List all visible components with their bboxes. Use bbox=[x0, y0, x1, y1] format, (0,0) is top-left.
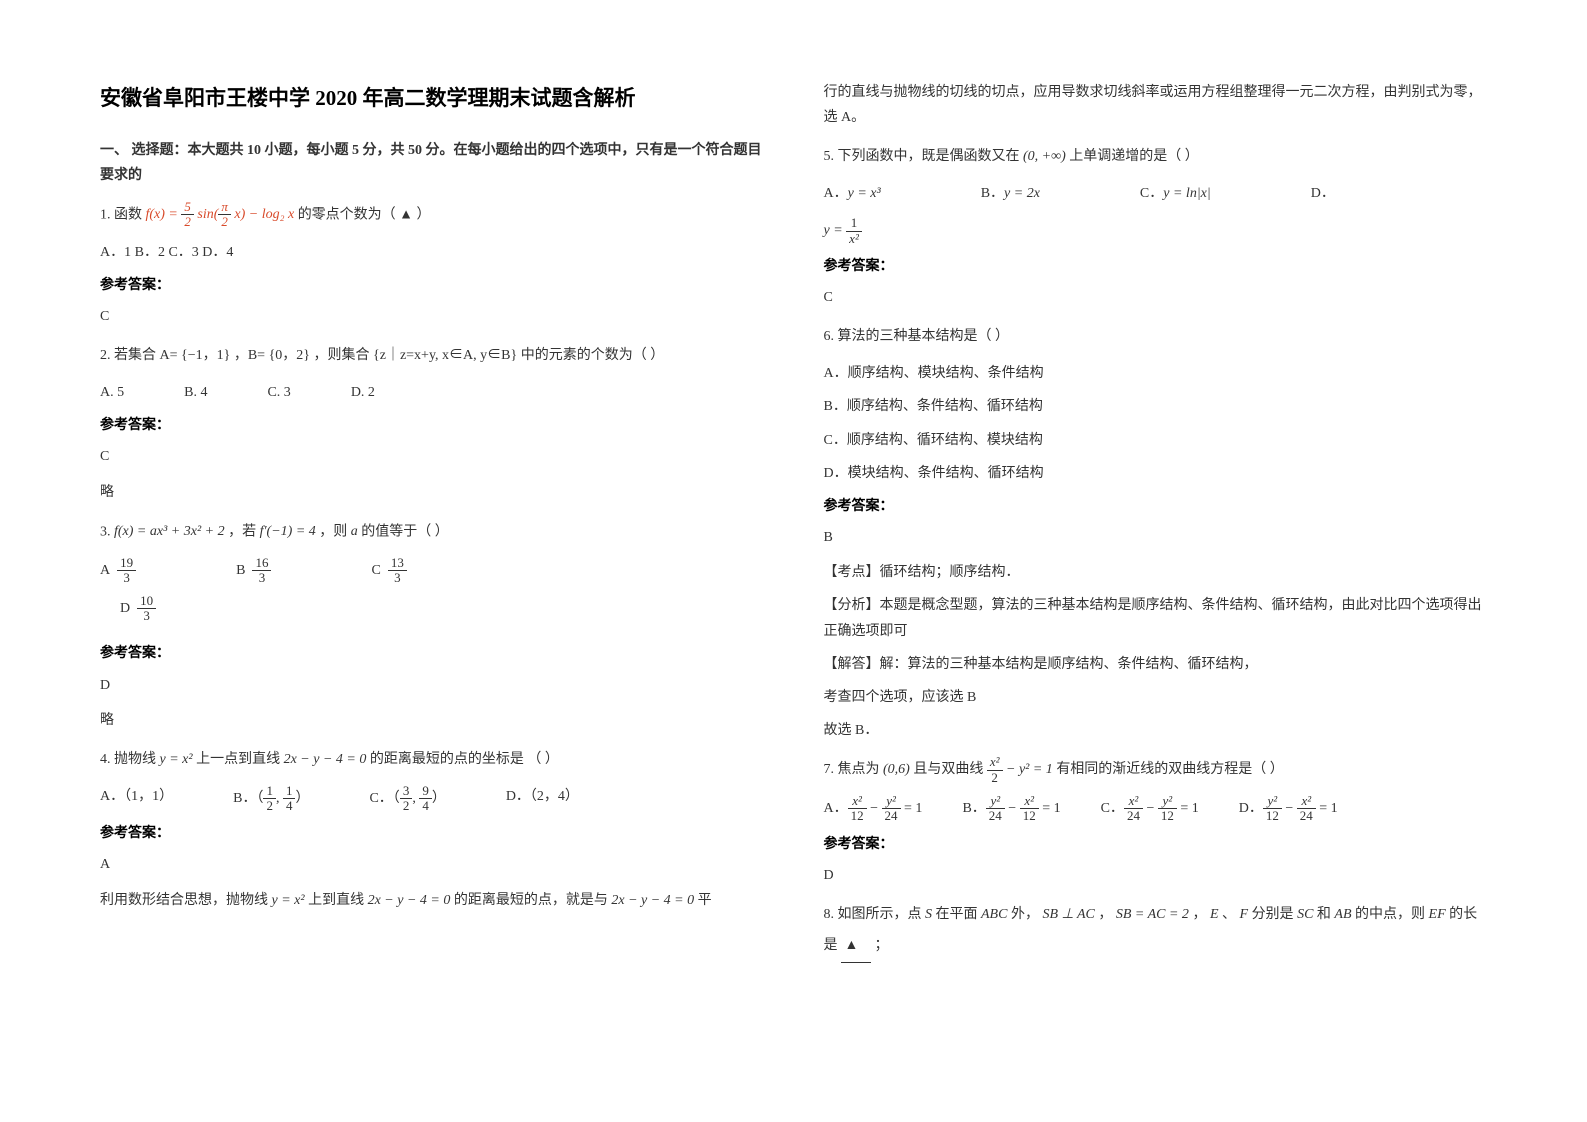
page-title: 安徽省阜阳市王楼中学 2020 年高二数学理期末试题含解析 bbox=[100, 80, 764, 118]
q3-mid2: ，则 bbox=[319, 524, 347, 539]
q2-opt-c: C. 3 bbox=[267, 380, 290, 405]
q7-opt-a: A．x²12 − y²24 = 1 bbox=[824, 794, 923, 824]
q1-suffix: 的零点个数为（ ▲ ） bbox=[298, 208, 431, 223]
q2-options: A. 5 B. 4 C. 3 D. 2 bbox=[100, 380, 764, 405]
a6-exp3: 【解答】解：算法的三种基本结构是顺序结构、条件结构、循环结构， bbox=[824, 652, 1488, 677]
answer-3b: 略 bbox=[100, 708, 764, 733]
q1-options: A．1 B．2 C．3 D．4 bbox=[100, 240, 764, 265]
q4-opt-c: C．（32, 94） bbox=[369, 784, 445, 814]
q6-opt-c: C．顺序结构、循环结构、模块结构 bbox=[824, 428, 1488, 453]
q7-opt-c: C．x²24 − y²12 = 1 bbox=[1101, 794, 1199, 824]
q3-prefix: 3. bbox=[100, 524, 114, 539]
q3-opt-d: D 103 bbox=[120, 601, 156, 616]
q2-opt-d: D. 2 bbox=[351, 380, 375, 405]
right-column: 行的直线与抛物线的切线的切点，应用导数求切线斜率或运用方程组整理得一元二次方程，… bbox=[824, 80, 1488, 971]
fill-blank: ▲ bbox=[841, 931, 871, 963]
q3-options-row1: A 193 B 163 C 133 bbox=[100, 556, 764, 586]
q4-suffix: 的距离最短的点的坐标是 （ ） bbox=[370, 752, 559, 767]
q3-f2: f′(−1) = 4 bbox=[260, 517, 316, 548]
col2-continuation: 行的直线与抛物线的切线的切点，应用导数求切线斜率或运用方程组整理得一元二次方程，… bbox=[824, 80, 1488, 130]
answer-label-2: 参考答案： bbox=[100, 413, 764, 438]
q1-prefix: 1. 函数 bbox=[100, 208, 142, 223]
section-header: 一、 选择题：本大题共 10 小题，每小题 5 分，共 50 分。在每小题给出的… bbox=[100, 138, 764, 188]
q4-opt-b: B．（12, 14） bbox=[233, 784, 309, 814]
question-1: 1. 函数 f(x) = 52 sin(π2 x) − log₂ x 的零点个数… bbox=[100, 200, 764, 231]
answer-label-4: 参考答案： bbox=[100, 821, 764, 846]
a6-exp1: 【考点】循环结构；顺序结构． bbox=[824, 560, 1488, 585]
q3-opt-b: B 163 bbox=[236, 556, 271, 586]
q2-opt-b: B. 4 bbox=[184, 380, 207, 405]
q5-opt-c: C．y = ln|x| bbox=[1140, 181, 1211, 206]
answer-1: C bbox=[100, 304, 764, 329]
answer-2b: 略 bbox=[100, 480, 764, 505]
answer-3: D bbox=[100, 673, 764, 698]
a6-exp4: 考查四个选项，应该选 B bbox=[824, 685, 1488, 710]
question-2: 2. 若集合 A= {−1，1} ，B= {0，2} ，则集合 {z｜z=x+y… bbox=[100, 341, 764, 372]
answer-label-3: 参考答案： bbox=[100, 641, 764, 666]
q7-opt-b: B．y²24 − x²12 = 1 bbox=[962, 794, 1060, 824]
answer-4: A bbox=[100, 852, 764, 877]
q6-opt-b: B．顺序结构、条件结构、循环结构 bbox=[824, 394, 1488, 419]
q4-f2: 2x − y − 4 = 0 bbox=[284, 752, 367, 767]
q3-opt-c: C 133 bbox=[371, 556, 406, 586]
q4-prefix: 4. 抛物线 bbox=[100, 752, 156, 767]
q4-opt-a: A．（1，1） bbox=[100, 784, 173, 814]
answer-4-explanation: 利用数形结合思想，抛物线 y = x² 上到直线 2x − y − 4 = 0 … bbox=[100, 888, 764, 913]
q7-opt-d: D．y²12 − x²24 = 1 bbox=[1239, 794, 1338, 824]
q3-mid: ，若 bbox=[228, 524, 256, 539]
question-8: 8. 如图所示，点 S 在平面 ABC 外， SB ⊥ AC ， SB = AC… bbox=[824, 900, 1488, 963]
left-column: 安徽省阜阳市王楼中学 2020 年高二数学理期末试题含解析 一、 选择题：本大题… bbox=[100, 80, 764, 971]
a6-exp2: 【分析】本题是概念型题，算法的三种基本结构是顺序结构、条件结构、循环结构，由此对… bbox=[824, 593, 1488, 643]
q6-opt-d: D．模块结构、条件结构、循环结构 bbox=[824, 461, 1488, 486]
q3-f1: f(x) = ax³ + 3x² + 2 bbox=[114, 517, 225, 548]
q7-options: A．x²12 − y²24 = 1 B．y²24 − x²12 = 1 C．x²… bbox=[824, 794, 1488, 824]
q1-formula: f(x) = 52 sin(π2 x) − log₂ x bbox=[146, 200, 295, 231]
q3-options-row2: D 103 bbox=[120, 594, 764, 624]
q4-opt-d: D．（2，4） bbox=[506, 784, 579, 814]
q2-opt-a: A. 5 bbox=[100, 380, 124, 405]
q5-opt-a: A．y = x³ bbox=[824, 181, 881, 206]
answer-label-7: 参考答案： bbox=[824, 832, 1488, 857]
q5-opt-b: B．y = 2x bbox=[981, 181, 1040, 206]
answer-7: D bbox=[824, 863, 1488, 888]
answer-label-1: 参考答案： bbox=[100, 273, 764, 298]
q4-options: A．（1，1） B．（12, 14） C．（32, 94） D．（2，4） bbox=[100, 784, 764, 814]
question-3: 3. f(x) = ax³ + 3x² + 2 ，若 f′(−1) = 4 ，则… bbox=[100, 517, 764, 548]
q5-options-row1: A．y = x³ B．y = 2x C．y = ln|x| D． bbox=[824, 181, 1488, 206]
question-6: 6. 算法的三种基本结构是（ ） bbox=[824, 322, 1488, 353]
q3-suffix: 的值等于（ ） bbox=[361, 524, 449, 539]
a6-exp5: 故选 B． bbox=[824, 718, 1488, 743]
question-5: 5. 下列函数中，既是偶函数又在 (0, +∞) 上单调递增的是（ ） bbox=[824, 142, 1488, 173]
q3-opt-a: A 193 bbox=[100, 556, 136, 586]
q3-v: a bbox=[351, 517, 358, 548]
q5-opt-d: y = 1x² bbox=[824, 216, 1488, 246]
question-7: 7. 焦点为 (0,6) 且与双曲线 x²2 − y² = 1 有相同的渐近线的… bbox=[824, 755, 1488, 786]
answer-label-5: 参考答案： bbox=[824, 254, 1488, 279]
answer-5: C bbox=[824, 285, 1488, 310]
question-4: 4. 抛物线 y = x² 上一点到直线 2x − y − 4 = 0 的距离最… bbox=[100, 745, 764, 776]
answer-label-6: 参考答案： bbox=[824, 494, 1488, 519]
answer-6: B bbox=[824, 525, 1488, 550]
answer-2: C bbox=[100, 444, 764, 469]
q4-mid1: 上一点到直线 bbox=[196, 752, 280, 767]
q4-f1: y = x² bbox=[160, 752, 193, 767]
q5-opt-d-label: D． bbox=[1311, 181, 1335, 206]
q6-opt-a: A．顺序结构、模块结构、条件结构 bbox=[824, 361, 1488, 386]
